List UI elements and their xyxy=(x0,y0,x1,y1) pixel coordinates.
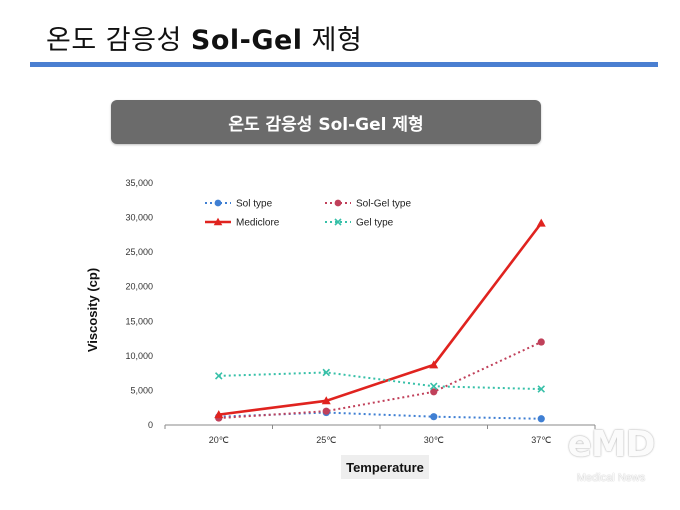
y-tick-label: 15,000 xyxy=(125,316,153,326)
legend-item: Sol-Gel type xyxy=(325,199,411,210)
legend-label: Gel type xyxy=(356,218,394,229)
legend-label: Sol-Gel type xyxy=(356,199,411,210)
data-point xyxy=(214,372,223,380)
title-rule xyxy=(30,62,658,67)
slide-title-suffix: 제형 xyxy=(302,25,363,56)
legend-item: Mediclore xyxy=(205,218,280,229)
legend-swatch-marker xyxy=(334,199,342,207)
section-banner-text: 온도 감응성 Sol-Gel 제형 xyxy=(228,114,424,135)
data-point xyxy=(429,382,438,391)
legend-label: Sol type xyxy=(236,199,273,210)
emd-subtitle: Medical News xyxy=(576,472,646,484)
data-point xyxy=(430,388,438,396)
data-point xyxy=(322,407,330,415)
slide-title-korean: 온도 감응성 xyxy=(46,25,191,56)
data-point xyxy=(429,360,439,369)
legend-item: Sol type xyxy=(205,199,273,210)
series-line xyxy=(218,222,543,416)
section-banner: 온도 감응성 Sol-Gel 제형 xyxy=(111,100,541,144)
legend-swatch-marker xyxy=(213,217,223,226)
y-tick-label: 5,000 xyxy=(130,385,153,395)
series-line xyxy=(218,371,542,391)
x-tick-label: 30℃ xyxy=(424,435,444,445)
x-tick-label: 37℃ xyxy=(531,435,551,445)
y-tick-label: 25,000 xyxy=(125,247,153,257)
data-point xyxy=(537,385,546,393)
y-tick-label: 10,000 xyxy=(125,351,153,361)
series-mediclore xyxy=(214,218,546,419)
series-gel-type xyxy=(214,368,546,393)
x-axis-title: Temperature xyxy=(346,460,424,475)
legend-swatch-marker xyxy=(334,218,342,226)
data-point xyxy=(322,368,331,377)
legend-item: Gel type xyxy=(325,218,394,229)
x-tick-label: 25℃ xyxy=(316,435,336,445)
legend-swatch-marker xyxy=(214,199,222,207)
y-tick-label: 30,000 xyxy=(125,213,153,223)
y-tick-label: 35,000 xyxy=(125,178,153,188)
emd-logo: eMD xyxy=(567,424,655,465)
series-line xyxy=(218,341,542,420)
x-tick-label: 20℃ xyxy=(209,435,229,445)
series-line xyxy=(218,411,542,420)
data-point xyxy=(430,413,438,421)
emd-watermark: eMD Medical News xyxy=(556,424,666,494)
y-axis-title: Viscosity (cp) xyxy=(85,268,100,352)
x-axis-title-bg xyxy=(341,455,429,479)
data-point xyxy=(537,338,545,346)
slide-title: 온도 감응성 Sol-Gel 제형 xyxy=(46,18,362,57)
slide-title-latin: Sol-Gel xyxy=(190,25,303,56)
data-point xyxy=(214,410,224,419)
data-point xyxy=(321,396,331,405)
data-point xyxy=(537,415,545,423)
data-point xyxy=(536,218,546,227)
y-tick-label: 0 xyxy=(148,420,153,430)
legend-label: Mediclore xyxy=(236,218,280,229)
y-tick-label: 20,000 xyxy=(125,282,153,292)
